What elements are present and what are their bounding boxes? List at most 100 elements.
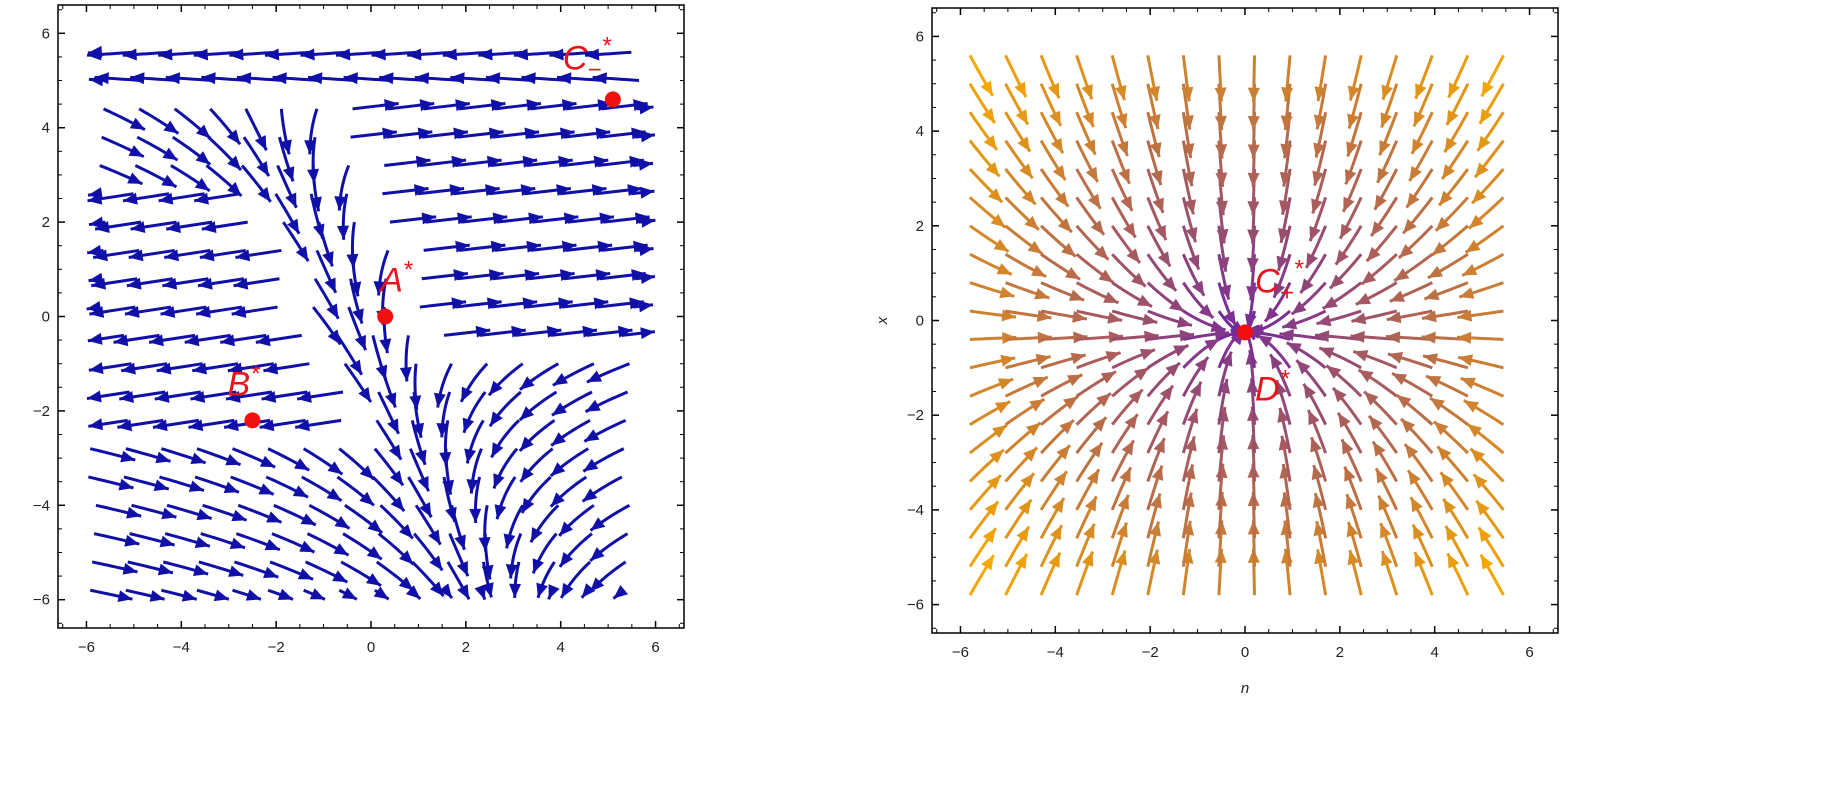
streamline-arrowhead <box>343 72 358 85</box>
streamline-arrowhead <box>640 130 655 143</box>
streamline-arrowhead <box>188 419 204 432</box>
streamline-arrowhead <box>1377 167 1389 183</box>
streamline-arrowhead <box>333 543 349 556</box>
streamline-arrowhead <box>225 390 241 403</box>
streamline-arrowhead <box>194 536 210 549</box>
streamline-arrowhead <box>561 99 577 112</box>
streamline-arrowhead <box>1215 144 1228 159</box>
streamline-arrowhead <box>613 584 629 599</box>
streamline-arrowhead <box>1021 189 1036 205</box>
streamline-arrowhead <box>462 417 475 433</box>
streamline-arrowhead <box>591 184 607 197</box>
streamline-arrowhead <box>390 496 405 512</box>
streamline-arrowhead <box>1183 464 1196 480</box>
streamline-arrowhead <box>1119 467 1131 483</box>
streamline-arrowhead <box>1245 313 1257 329</box>
plot-panel-1: −6 −4 −2 0 2 4 6 −6 −4 −2 0 2 4 6 A* B* C−* <box>33 4 685 656</box>
streamline-arrowhead <box>1444 137 1457 153</box>
streamline-arrowhead <box>1406 192 1420 208</box>
streamline-arrowhead <box>294 458 310 471</box>
streamline-arrowhead <box>1366 246 1381 262</box>
streamline-arrowhead <box>1341 439 1354 455</box>
streamline-arrowhead <box>485 184 500 197</box>
streamline-arrowhead <box>1051 497 1065 514</box>
streamline-arrowhead <box>119 390 134 403</box>
streamline-arrowhead <box>95 221 110 233</box>
streamline-arrowhead <box>631 269 646 281</box>
streamline-arrowhead <box>310 196 322 212</box>
streamline-arrowhead <box>1176 316 1192 328</box>
streamline-arrowhead <box>387 418 399 434</box>
streamline-arrowhead <box>1300 278 1314 294</box>
x-tick-label: 4 <box>557 639 565 656</box>
streamline-arrowhead <box>1322 296 1338 309</box>
streamline-arrowhead <box>1279 171 1292 187</box>
streamline-arrowhead <box>490 240 506 253</box>
streamline-arrowhead <box>188 480 204 492</box>
y-tick-label: 0 <box>42 309 50 326</box>
streamline-arrowhead <box>124 534 140 547</box>
streamline-arrowhead <box>373 586 389 600</box>
y-tick-label: −6 <box>907 597 924 614</box>
streamline-arrowhead <box>87 192 103 205</box>
fixed-point-marker <box>377 308 394 325</box>
streamline-arrowhead <box>129 117 145 130</box>
streamline-arrowhead <box>1116 522 1128 538</box>
streamline-arrowhead <box>1371 221 1385 237</box>
streamline-arrowhead <box>1035 353 1051 366</box>
streamline-arrowhead <box>1056 445 1070 460</box>
streamline-arrowhead <box>451 155 467 168</box>
streamline-arrowhead <box>1100 371 1116 384</box>
streamline-arrowhead <box>1181 86 1194 102</box>
streamline-arrowhead <box>121 362 136 375</box>
y-tick-label: 4 <box>42 120 50 137</box>
streamline-arrowhead <box>593 297 609 310</box>
streamline-arrowhead <box>1165 362 1180 377</box>
streamline-arrowhead <box>409 395 422 410</box>
streamline-arrowhead <box>190 390 206 403</box>
streamline-arrowhead <box>481 564 494 580</box>
streamline-arrowhead <box>308 72 323 85</box>
streamline-arrowhead <box>1247 229 1260 244</box>
streamline-arrowhead <box>1089 442 1103 458</box>
streamline-arrowhead <box>1188 254 1200 270</box>
streamline-arrowhead <box>233 277 249 290</box>
streamline-arrowhead <box>1447 553 1460 569</box>
streamline-arrowhead <box>1361 270 1377 285</box>
streamline-arrowhead <box>1081 83 1093 100</box>
streamline-arrowhead <box>1123 222 1136 238</box>
streamline-arrowhead <box>1198 304 1214 318</box>
streamline-arrowhead <box>556 184 571 197</box>
streamline-arrowhead <box>592 72 607 85</box>
fixed-point-label: D* <box>1255 365 1290 408</box>
streamline-arrowhead <box>1096 393 1111 407</box>
streamline-arrowhead <box>359 465 374 480</box>
streamline-arrowhead <box>181 589 197 602</box>
streamline-arrowhead <box>1414 552 1426 568</box>
streamline-arrowhead <box>1247 172 1260 187</box>
streamline-arrowhead <box>1157 251 1171 267</box>
streamline-arrowhead <box>282 166 295 182</box>
streamline-arrowhead <box>300 48 315 61</box>
streamline-arrowhead <box>197 277 213 290</box>
streamline-arrowhead <box>1457 331 1472 344</box>
streamline-arrowhead <box>1048 552 1060 568</box>
streamline-arrowhead <box>985 161 1000 177</box>
streamline-arrowhead <box>1345 169 1357 185</box>
streamline-arrowhead <box>1281 87 1294 102</box>
streamline-arrowhead <box>388 444 402 460</box>
streamline-arrowhead <box>1249 323 1265 336</box>
streamline-arrowhead <box>1018 499 1032 515</box>
streamline-arrowhead <box>158 192 174 205</box>
streamline-arrowhead <box>231 509 247 522</box>
streamline-arrowhead <box>1094 245 1109 260</box>
streamline-arrowhead <box>160 306 176 318</box>
streamline-arrowhead <box>1015 109 1028 125</box>
streamline-arrowhead <box>1270 354 1283 370</box>
streamline-arrowhead <box>1429 397 1445 411</box>
streamline-arrowhead <box>1422 310 1437 323</box>
streamline-arrowhead <box>1468 214 1484 229</box>
streamline-arrowhead <box>456 560 468 577</box>
streamline-arrowhead <box>1282 317 1298 330</box>
streamline-arrowhead <box>1343 196 1355 212</box>
